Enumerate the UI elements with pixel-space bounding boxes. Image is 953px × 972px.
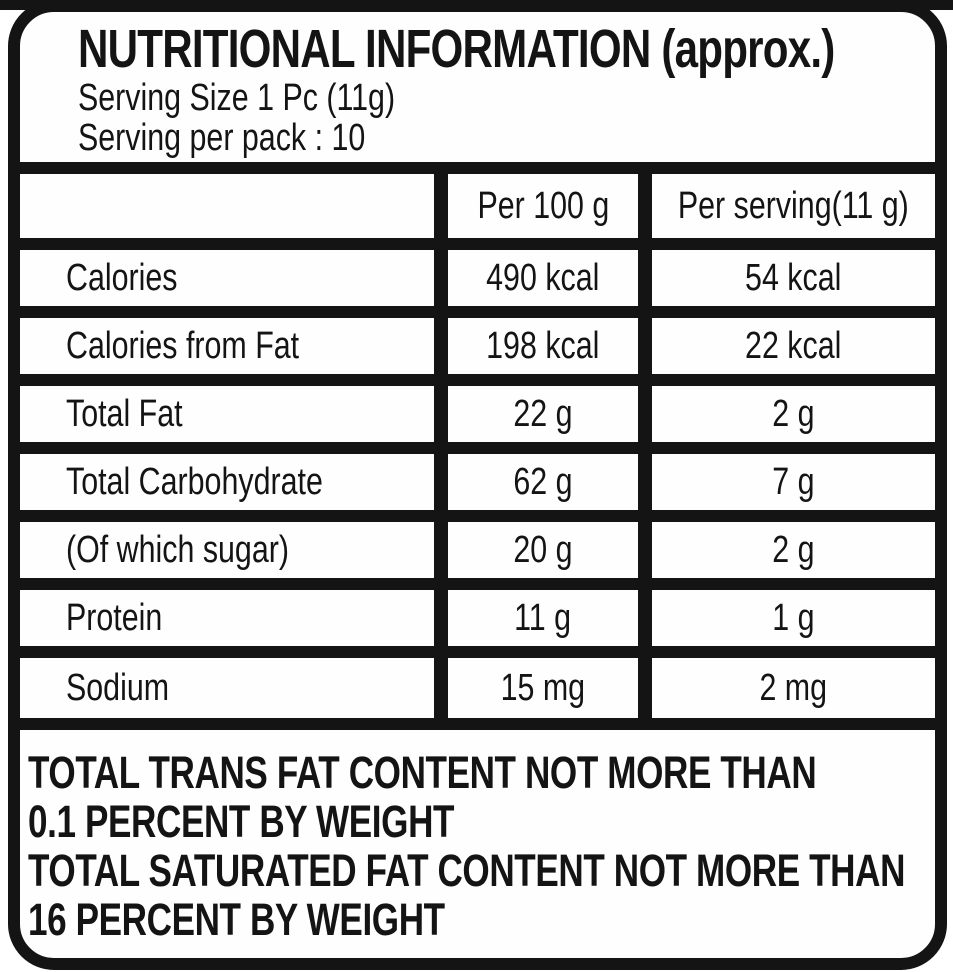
header-per-100g-cell: Per 100 g [448, 174, 638, 238]
row-label-cell: (Of which sugar) [20, 522, 434, 578]
header-empty-cell [20, 174, 434, 238]
table-row: Total Fat 22 g 2 g [20, 386, 935, 442]
row-label-cell: Calories from Fat [20, 318, 434, 374]
trans-fat-disclaimer: TOTAL TRANS FAT CONTENT NOT MORE THAN 0.… [20, 730, 935, 958]
per-100g-cell: 490 kcal [448, 250, 638, 306]
header-per-serving-cell: Per serving(11 g) [652, 174, 935, 238]
per-serving-cell: 1 g [652, 590, 935, 646]
nutrition-table: Per 100 g Per serving(11 g) Calories 490… [20, 162, 935, 730]
table-row: Calories 490 kcal 54 kcal [20, 250, 935, 306]
row-label-cell: Protein [20, 590, 434, 646]
table-row: Protein 11 g 1 g [20, 590, 935, 646]
disclaimer-line: TOTAL TRANS FAT CONTENT NOT MORE THAN [28, 747, 817, 798]
per-serving-cell: 7 g [652, 454, 935, 510]
table-row: Total Carbohydrate 62 g 7 g [20, 454, 935, 510]
disclaimer-line: 0.1 PERCENT BY WEIGHT [28, 796, 455, 847]
per-100g-cell: 20 g [448, 522, 638, 578]
table-header-row: Per 100 g Per serving(11 g) [20, 174, 935, 238]
table-row: Sodium 15 mg 2 mg [20, 658, 935, 718]
per-100g-cell: 22 g [448, 386, 638, 442]
row-label-cell: Calories [20, 250, 434, 306]
serving-size-line: Serving Size 1 Pc (11g) [78, 77, 396, 119]
per-serving-cell: 2 g [652, 522, 935, 578]
per-serving-cell: 22 kcal [652, 318, 935, 374]
per-100g-cell: 15 mg [448, 658, 638, 718]
page-title: NUTRITIONAL INFORMATION (approx.) [78, 19, 835, 79]
table-row: Calories from Fat 198 kcal 22 kcal [20, 318, 935, 374]
per-serving-cell: 54 kcal [652, 250, 935, 306]
table-row: (Of which sugar) 20 g 2 g [20, 522, 935, 578]
nutrition-label-frame: NUTRITIONAL INFORMATION (approx.) Servin… [8, 0, 947, 970]
per-100g-cell: 198 kcal [448, 318, 638, 374]
disclaimer-line: TOTAL SATURATED FAT CONTENT NOT MORE THA… [28, 845, 906, 896]
row-label-cell: Sodium [20, 658, 434, 718]
per-100g-cell: 62 g [448, 454, 638, 510]
disclaimer-line: 16 PERCENT BY WEIGHT [28, 894, 445, 945]
per-serving-cell: 2 mg [652, 658, 935, 718]
row-label-cell: Total Fat [20, 386, 434, 442]
servings-per-pack-line: Serving per pack : 10 [78, 117, 366, 159]
per-100g-cell: 11 g [448, 590, 638, 646]
label-header: NUTRITIONAL INFORMATION (approx.) Servin… [20, 12, 935, 162]
per-serving-cell: 2 g [652, 386, 935, 442]
row-label-cell: Total Carbohydrate [20, 454, 434, 510]
